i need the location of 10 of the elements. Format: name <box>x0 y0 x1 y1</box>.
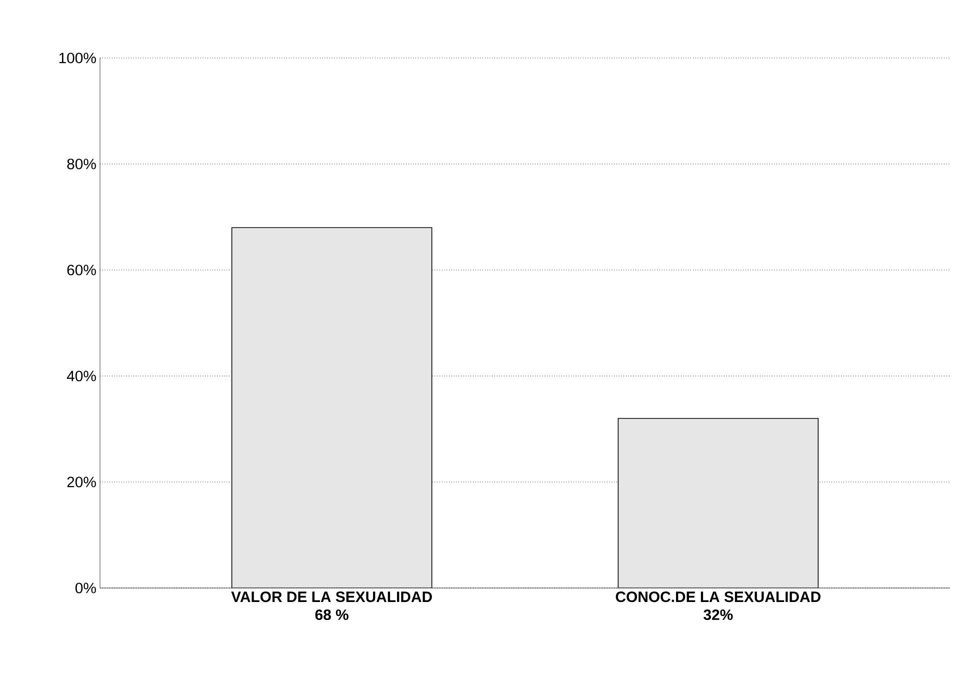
y-tick-label: 0% <box>75 582 96 594</box>
y-tick-label: 20% <box>67 476 96 488</box>
x-tick-label: VALOR DE LA SEXUALIDAD <box>231 592 432 602</box>
y-tick-label: 60% <box>67 264 96 276</box>
y-tick-label: 100% <box>59 52 96 64</box>
data-label: 68 % <box>315 609 348 620</box>
data-label: 32% <box>704 609 733 620</box>
x-tick-label: CONOC.DE LA SEXUALIDAD <box>616 592 820 602</box>
y-tick-label: 40% <box>66 370 96 382</box>
y-tick-label: 80% <box>67 158 96 170</box>
